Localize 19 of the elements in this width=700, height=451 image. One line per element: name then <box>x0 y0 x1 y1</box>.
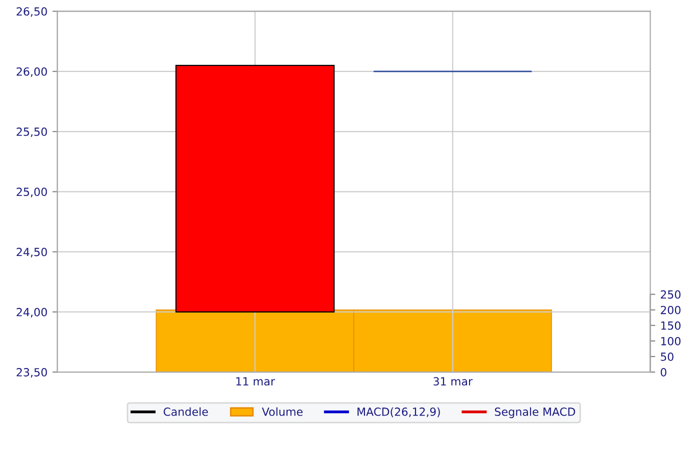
y2-tick-label: 250 <box>660 290 680 299</box>
y-tick-label: 25,00 <box>16 188 47 198</box>
legend-label: MACD(26,12,9) <box>358 407 440 418</box>
y-tick-label: 25,50 <box>16 128 47 138</box>
y2-tick-label: 200 <box>660 306 680 314</box>
y-tick-label: 24,00 <box>16 308 47 318</box>
y-tick-label: 23,50 <box>16 368 47 378</box>
y2-tick-label: 100 <box>661 336 680 346</box>
y-tick-label: 24,50 <box>16 248 47 258</box>
legend-label: Segnale MACD <box>494 407 576 418</box>
legend-label: Candele <box>164 407 208 416</box>
legend-label: Volume <box>262 407 303 416</box>
y-tick-label: 26,50 <box>16 7 47 17</box>
y-tick-label: 26,00 <box>16 67 47 77</box>
y2-tick-label: 50 <box>660 352 674 361</box>
x-tick-label: 11 mar <box>236 377 275 386</box>
y2-tick-label: 150 <box>661 321 680 330</box>
y2-tick-label: 0 <box>660 368 666 376</box>
x-tick-label: 31 mar <box>434 377 473 386</box>
